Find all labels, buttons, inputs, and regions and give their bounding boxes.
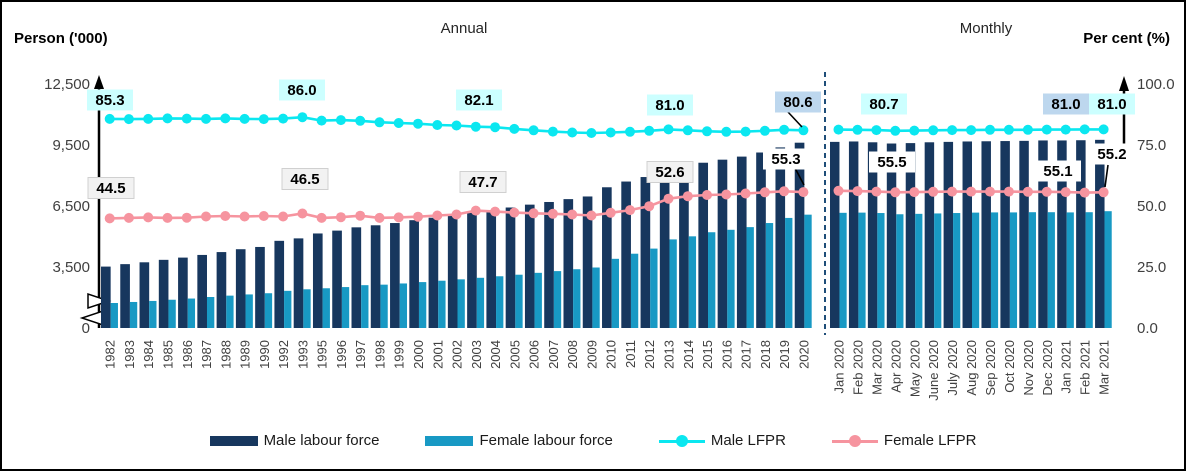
svg-text:2004: 2004: [488, 340, 503, 369]
svg-text:100.0: 100.0: [1137, 76, 1175, 93]
svg-text:75.0: 75.0: [1137, 137, 1166, 154]
svg-text:52.6: 52.6: [655, 164, 684, 181]
svg-text:81.0: 81.0: [1097, 96, 1126, 113]
svg-text:2007: 2007: [546, 340, 561, 369]
svg-text:2013: 2013: [662, 340, 677, 369]
svg-text:Aug 2020: Aug 2020: [964, 340, 979, 396]
legend-item-female-labour-force: Female labour force: [425, 432, 613, 449]
svg-text:May 2020: May 2020: [907, 340, 922, 397]
legend-label: Female LFPR: [883, 432, 977, 449]
svg-text:2012: 2012: [642, 340, 657, 369]
svg-text:55.1: 55.1: [1043, 163, 1072, 180]
svg-text:July 2020: July 2020: [945, 340, 960, 396]
svg-text:1989: 1989: [238, 340, 253, 369]
svg-text:Feb 2021: Feb 2021: [1078, 340, 1093, 395]
svg-text:80.7: 80.7: [869, 96, 898, 113]
svg-text:6,500: 6,500: [52, 198, 90, 215]
svg-text:Oct 2020: Oct 2020: [1002, 340, 1017, 393]
svg-text:55.3: 55.3: [771, 151, 800, 168]
svg-text:Mar 2020: Mar 2020: [869, 340, 884, 395]
svg-text:1983: 1983: [122, 340, 137, 369]
svg-text:2015: 2015: [700, 340, 715, 369]
svg-text:2010: 2010: [604, 340, 619, 369]
male-bar-swatch-icon: [209, 435, 258, 446]
svg-text:Apr 2020: Apr 2020: [888, 340, 903, 393]
svg-text:80.6: 80.6: [783, 94, 812, 111]
svg-text:25.0: 25.0: [1137, 259, 1166, 276]
svg-text:0: 0: [82, 320, 90, 337]
svg-text:81.0: 81.0: [1051, 96, 1080, 113]
svg-text:June 2020: June 2020: [926, 340, 941, 401]
svg-text:0.0: 0.0: [1137, 320, 1158, 337]
svg-text:1999: 1999: [392, 340, 407, 369]
svg-text:81.0: 81.0: [655, 97, 684, 114]
svg-text:Dec 2020: Dec 2020: [1040, 340, 1055, 396]
svg-text:1982: 1982: [103, 340, 118, 369]
svg-text:Mar 2021: Mar 2021: [1097, 340, 1112, 395]
svg-text:2017: 2017: [739, 340, 754, 369]
male-lfpr-line-swatch-icon: [658, 434, 705, 447]
svg-text:1990: 1990: [257, 340, 272, 369]
svg-text:2019: 2019: [777, 340, 792, 369]
svg-text:1998: 1998: [373, 340, 388, 369]
svg-text:55.5: 55.5: [877, 154, 906, 171]
svg-text:2016: 2016: [719, 340, 734, 369]
svg-text:2018: 2018: [758, 340, 773, 369]
legend-label: Male LFPR: [710, 432, 786, 449]
section-title-monthly: Monthly: [959, 20, 1013, 37]
svg-text:1986: 1986: [180, 340, 195, 369]
svg-text:2011: 2011: [623, 340, 638, 368]
svg-text:2006: 2006: [527, 340, 542, 369]
legend-item-male-labour-force: Male labour force: [209, 432, 380, 449]
svg-text:12,500: 12,500: [44, 76, 90, 93]
svg-text:2020: 2020: [796, 340, 811, 369]
svg-text:Sep 2020: Sep 2020: [983, 340, 998, 396]
svg-text:1985: 1985: [161, 340, 176, 369]
legend-label: Male labour force: [263, 432, 380, 449]
svg-text:1995: 1995: [315, 340, 330, 369]
svg-text:1996: 1996: [334, 340, 349, 369]
svg-text:1992: 1992: [276, 340, 291, 369]
chart-legend: Male labour force Female labour force Ma…: [2, 432, 1184, 449]
svg-text:2000: 2000: [411, 340, 426, 369]
svg-text:2002: 2002: [450, 340, 465, 369]
svg-text:1987: 1987: [199, 340, 214, 369]
svg-text:Nov 2020: Nov 2020: [1021, 340, 1036, 396]
svg-text:1984: 1984: [141, 340, 156, 369]
svg-text:2014: 2014: [681, 340, 696, 369]
svg-text:55.2: 55.2: [1097, 146, 1126, 163]
svg-text:Feb 2020: Feb 2020: [851, 340, 866, 395]
svg-text:1988: 1988: [218, 340, 233, 369]
svg-text:46.5: 46.5: [290, 171, 319, 188]
svg-text:Jan 2020: Jan 2020: [832, 340, 847, 394]
svg-text:86.0: 86.0: [287, 82, 316, 99]
legend-item-female-lfpr: Female LFPR: [831, 432, 977, 449]
right-axis-title: Per cent (%): [1083, 30, 1170, 47]
svg-text:2001: 2001: [430, 340, 445, 369]
svg-text:2003: 2003: [469, 340, 484, 369]
svg-text:44.5: 44.5: [96, 180, 125, 197]
svg-text:1993: 1993: [295, 340, 310, 369]
svg-text:82.1: 82.1: [464, 92, 493, 109]
female-lfpr-line-swatch-icon: [831, 434, 878, 447]
svg-text:2005: 2005: [507, 340, 522, 369]
female-bar-swatch-icon: [425, 435, 474, 446]
svg-text:Jan 2021: Jan 2021: [1059, 340, 1074, 394]
legend-label: Female labour force: [479, 432, 613, 449]
section-title-annual: Annual: [440, 20, 488, 37]
svg-text:1997: 1997: [353, 340, 368, 369]
legend-item-male-lfpr: Male LFPR: [658, 432, 786, 449]
svg-text:9,500: 9,500: [52, 137, 90, 154]
svg-text:85.3: 85.3: [95, 92, 124, 109]
svg-text:2009: 2009: [584, 340, 599, 369]
svg-text:50.0: 50.0: [1137, 198, 1166, 215]
svg-text:2008: 2008: [565, 340, 580, 369]
left-axis-title: Person ('000): [14, 30, 108, 47]
svg-text:47.7: 47.7: [468, 174, 497, 191]
svg-text:3,500: 3,500: [52, 259, 90, 276]
